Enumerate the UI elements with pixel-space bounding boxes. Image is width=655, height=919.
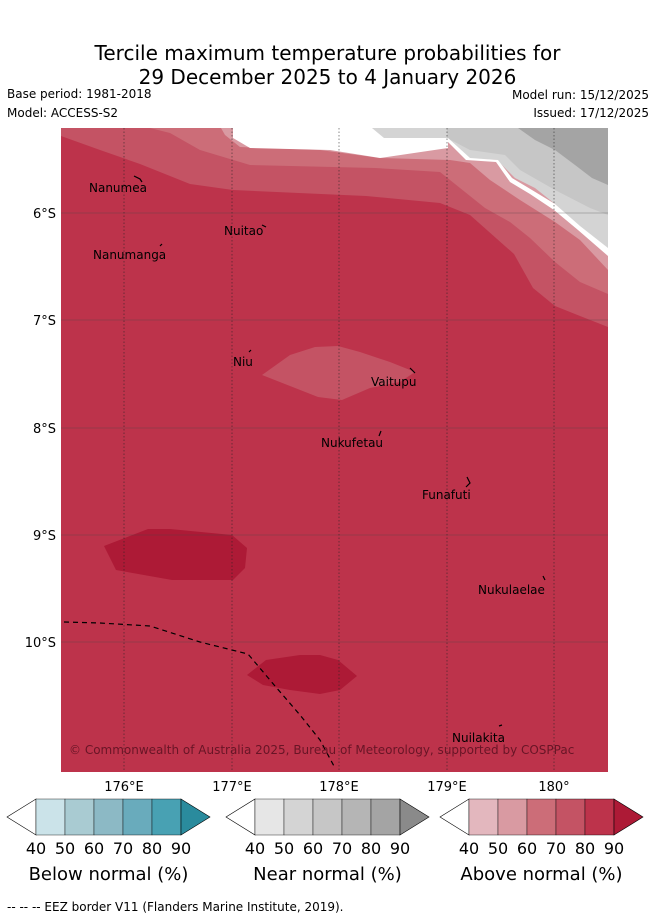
colorbar-below-normal-high-arrow bbox=[180, 798, 211, 836]
white-gap-1 bbox=[233, 128, 448, 158]
model-run: Model run: 15/12/2025 bbox=[511, 88, 649, 102]
island-vaitupu bbox=[409, 367, 416, 374]
colorbar-above-normal-swatch bbox=[555, 798, 586, 836]
colorbar-near-normal: 40 50 60 70 80 90 Near normal (%) bbox=[225, 798, 430, 885]
colorbar-below-normal-title: Below normal (%) bbox=[29, 864, 189, 885]
colorbar-near-normal-tick: 70 bbox=[332, 839, 352, 858]
colorbar-below-normal-swatch bbox=[151, 798, 182, 836]
place-nukufetau: Nukufetau bbox=[321, 436, 383, 450]
base-period: Base period: 1981-2018 bbox=[7, 87, 152, 101]
eez-footnote: -- -- -- EEZ border V11 (Flanders Marine… bbox=[7, 900, 344, 914]
colorbar-near-normal-title: Near normal (%) bbox=[253, 864, 402, 885]
lat-tick-8s: 8°S bbox=[33, 422, 56, 437]
place-nanumanga: Nanumanga bbox=[93, 248, 166, 262]
colorbar-above-normal-tick: 50 bbox=[488, 839, 508, 858]
above-70-patch bbox=[262, 346, 415, 400]
above-90-patch-west bbox=[104, 529, 247, 580]
above-90-patch-south bbox=[247, 655, 357, 694]
island-nanumanga bbox=[159, 243, 163, 247]
place-nuitao: Nuitao bbox=[224, 224, 263, 238]
place-vaitupu: Vaitupu bbox=[371, 375, 417, 389]
lat-tick-7s: 7°S bbox=[33, 314, 56, 329]
lon-tick-180: 180° bbox=[538, 780, 569, 795]
colorbar-above-normal-swatch bbox=[584, 798, 615, 836]
colorbar-near-normal-swatch bbox=[312, 798, 343, 836]
place-nanumea: Nanumea bbox=[89, 181, 147, 195]
colorbar-above-normal-low-arrow bbox=[439, 798, 470, 836]
colorbar-above-normal-title: Above normal (%) bbox=[460, 864, 622, 885]
parallels bbox=[61, 212, 608, 643]
colorbar-below-normal-swatch bbox=[122, 798, 153, 836]
colorbar-near-normal-low-arrow bbox=[225, 798, 256, 836]
place-funafuti: Funafuti bbox=[422, 488, 471, 502]
colorbar-near-normal-tick: 90 bbox=[390, 839, 410, 858]
colorbar-near-normal-tick: 60 bbox=[303, 839, 323, 858]
colorbar-above-normal-tick: 70 bbox=[546, 839, 566, 858]
eez-border-line bbox=[63, 621, 336, 769]
island-nanumea bbox=[133, 175, 143, 183]
colorbar-below-normal-tick: 40 bbox=[26, 839, 46, 858]
colorbar-below-normal-tick: 50 bbox=[55, 839, 75, 858]
colorbar-below-normal-swatch bbox=[93, 798, 124, 836]
island-nuitao bbox=[261, 224, 267, 228]
title-line-2: 29 December 2025 to 4 January 2026 bbox=[138, 65, 517, 89]
graticule bbox=[123, 128, 555, 772]
colorbar-above-normal-tick: 90 bbox=[604, 839, 624, 858]
lat-tick-10s: 10°S bbox=[25, 636, 56, 651]
colorbar-above-normal-swatch bbox=[468, 798, 499, 836]
colorbar-below-normal-tick: 80 bbox=[142, 839, 162, 858]
colorbar-above-normal-high-arrow bbox=[613, 798, 644, 836]
colorbar-near-normal-swatch bbox=[283, 798, 314, 836]
lon-tick-178: 178°E bbox=[319, 780, 359, 795]
title-line-1: Tercile maximum temperature probabilitie… bbox=[94, 41, 561, 65]
island-nuilakita bbox=[498, 724, 503, 727]
copyright-note: © Commonwealth of Australia 2025, Bureau… bbox=[69, 743, 574, 757]
issued-date: Issued: 17/12/2025 bbox=[533, 106, 649, 120]
colorbar-above-normal-tick: 80 bbox=[575, 839, 595, 858]
place-nukulaelae: Nukulaelae bbox=[478, 583, 545, 597]
island-nukufetau bbox=[378, 430, 382, 437]
colorbar-above-normal: 40 50 60 70 80 90 Above normal (%) bbox=[439, 798, 644, 885]
colorbar-near-normal-tick: 40 bbox=[245, 839, 265, 858]
colorbar-above-normal-tick: 60 bbox=[517, 839, 537, 858]
lon-tick-176: 176°E bbox=[104, 780, 144, 795]
colorbar-near-normal-swatch bbox=[341, 798, 372, 836]
colorbar-below-normal-swatch bbox=[35, 798, 66, 836]
near-80-band bbox=[518, 128, 608, 185]
colorbar-near-normal-swatch bbox=[254, 798, 285, 836]
lon-tick-177: 177°E bbox=[212, 780, 252, 795]
colorbar-below-normal-tick: 70 bbox=[113, 839, 133, 858]
colorbar-below-normal-swatch bbox=[64, 798, 95, 836]
colorbar-near-normal-swatch bbox=[370, 798, 401, 836]
model-name: Model: ACCESS-S2 bbox=[7, 106, 119, 120]
lat-tick-9s: 9°S bbox=[33, 529, 56, 544]
colorbar-below-normal-tick: 60 bbox=[84, 839, 104, 858]
island-nukulaelae bbox=[542, 575, 546, 581]
colorbar-above-normal-tick: 40 bbox=[459, 839, 479, 858]
colorbar-below-normal-tick: 90 bbox=[171, 839, 191, 858]
lat-tick-6s: 6°S bbox=[33, 207, 56, 222]
island-niu bbox=[248, 349, 252, 353]
colorbar-near-normal-tick: 80 bbox=[361, 839, 381, 858]
place-niu: Niu bbox=[233, 355, 253, 369]
island-funafuti bbox=[465, 476, 471, 488]
colorbar-below-normal: 40 50 60 70 80 90 Below normal (%) bbox=[6, 798, 211, 885]
colorbar-above-normal-swatch bbox=[526, 798, 557, 836]
island-shapes bbox=[133, 175, 546, 727]
colorbar-near-normal-high-arrow bbox=[399, 798, 430, 836]
colorbar-above-normal-swatch bbox=[497, 798, 528, 836]
colorbar-below-normal-low-arrow bbox=[6, 798, 37, 836]
lon-tick-179: 179°E bbox=[427, 780, 467, 795]
place-nuilakita: Nuilakita bbox=[452, 731, 505, 745]
colorbar-near-normal-tick: 50 bbox=[274, 839, 294, 858]
